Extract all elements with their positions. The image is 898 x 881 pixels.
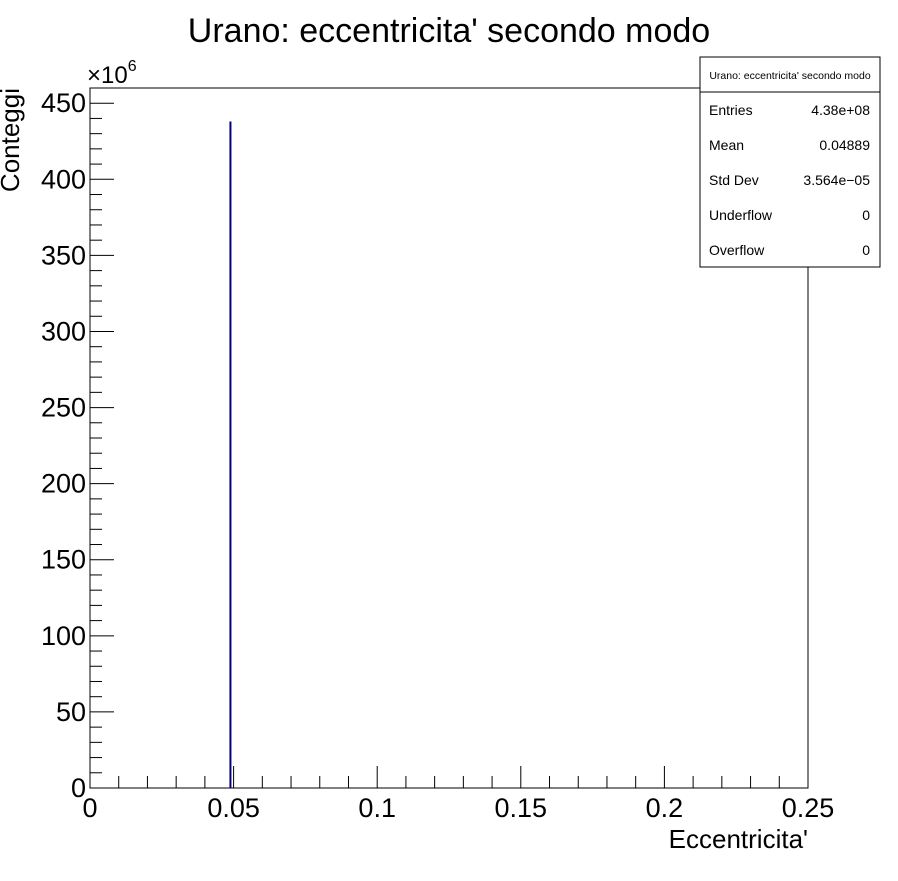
y-tick-label: 400 (41, 164, 86, 194)
y-tick-label: 250 (41, 393, 86, 423)
y-tick-label: 50 (56, 697, 86, 727)
x-tick-label: 0.05 (207, 793, 260, 823)
stats-label-entries: Entries (709, 102, 753, 118)
y-axis-label: Conteggi (0, 88, 25, 192)
chart-title: Urano: eccentricita' secondo modo (188, 12, 710, 50)
y-tick-label: 350 (41, 240, 86, 270)
stats-label-mean: Mean (709, 137, 744, 153)
stats-value-underflow: 0 (862, 207, 870, 223)
x-tick-label: 0.15 (495, 793, 548, 823)
stats-value-overflow: 0 (862, 242, 870, 258)
y-axis-ticks (90, 87, 114, 789)
y-tick-label: 450 (41, 88, 86, 118)
y-tick-label: 300 (41, 316, 86, 346)
x-tick-label: 0.2 (646, 793, 684, 823)
stats-box-title: Urano: eccentricita' secondo modo (709, 70, 871, 82)
stats-label-overflow: Overflow (709, 242, 765, 258)
x-tick-label: 0.1 (358, 793, 396, 823)
y-axis-tick-labels: 0 50 100 150 200 250 300 350 400 450 (41, 88, 86, 803)
stats-value-mean: 0.04889 (819, 137, 870, 153)
stats-value-entries: 4.38e+08 (811, 102, 870, 118)
x-axis-label: Eccentricita' (669, 824, 808, 854)
y-tick-label: 200 (41, 469, 86, 499)
x-axis-ticks (89, 766, 809, 788)
stats-label-std-dev: Std Dev (709, 172, 759, 188)
y-tick-label: 0 (71, 773, 86, 803)
stats-label-underflow: Underflow (709, 207, 773, 223)
x-axis-tick-labels: 0 0.05 0.1 0.15 0.2 0.25 (82, 793, 834, 823)
y-tick-label: 100 (41, 621, 86, 651)
x-tick-label: 0 (82, 793, 97, 823)
stats-value-std-dev: 3.564e−05 (803, 172, 870, 188)
stats-box-frame (699, 56, 881, 268)
y-axis-multiplier: ×106 (87, 58, 137, 89)
x-tick-label: 0.25 (782, 793, 835, 823)
y-multiplier-exponent: 6 (128, 58, 137, 75)
y-tick-label: 150 (41, 545, 86, 575)
stats-box: Urano: eccentricita' secondo modo Entrie… (699, 56, 881, 268)
y-multiplier-base: ×10 (87, 62, 128, 89)
